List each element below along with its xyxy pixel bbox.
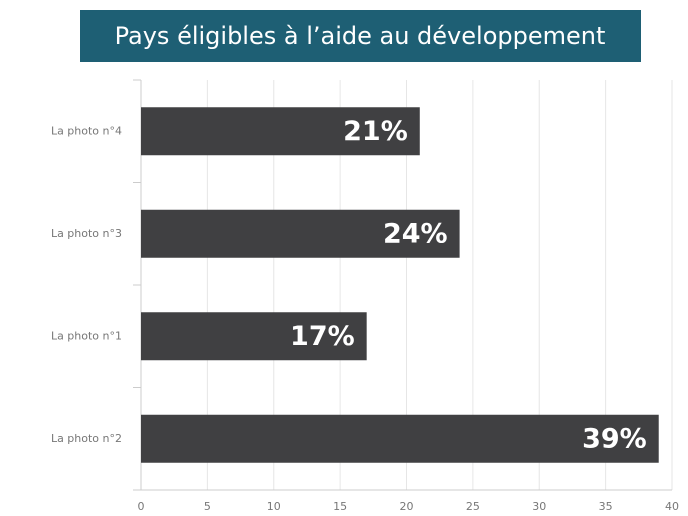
y-tick-label: La photo n°4: [51, 124, 122, 137]
x-tick-label: 5: [204, 500, 211, 513]
x-tick-label: 10: [267, 500, 281, 513]
bar: [141, 312, 367, 361]
value-label: 21%: [343, 116, 408, 147]
chart-title: Pays éligibles à l’aide au développement: [115, 22, 606, 50]
x-tick-label: 15: [333, 500, 347, 513]
bar: [141, 209, 460, 258]
bar: [141, 414, 659, 463]
y-tick-label: La photo n°2: [51, 432, 122, 445]
bar: [141, 107, 420, 156]
value-label: 17%: [290, 321, 355, 352]
y-tick-label: La photo n°1: [51, 329, 122, 342]
x-tick-label: 40: [665, 500, 679, 513]
y-tick-label: La photo n°3: [51, 227, 122, 240]
x-tick-label: 25: [466, 500, 480, 513]
x-tick-label: 20: [400, 500, 414, 513]
x-tick-label: 30: [532, 500, 546, 513]
x-tick-label: 35: [599, 500, 613, 513]
value-label: 24%: [383, 218, 448, 249]
value-label: 39%: [582, 423, 647, 454]
title-box: [80, 10, 641, 62]
x-tick-label: 0: [138, 500, 145, 513]
